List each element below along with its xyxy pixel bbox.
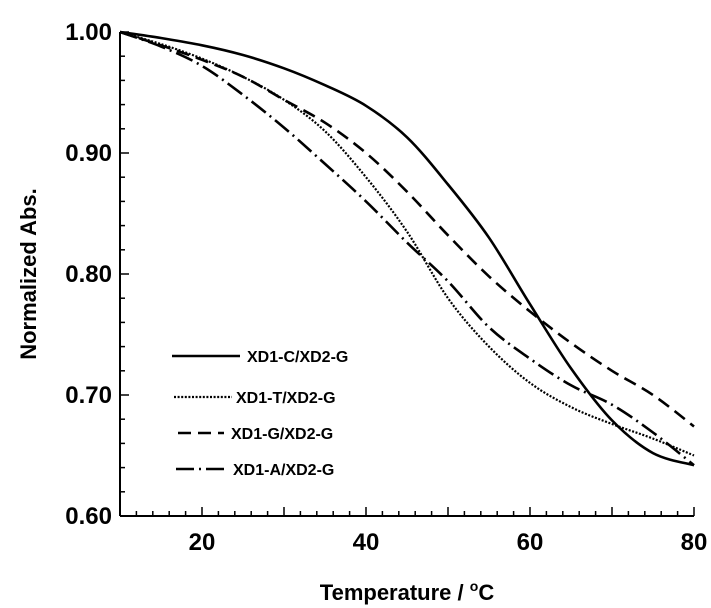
- x-axis-title-sup: o: [470, 578, 479, 594]
- axes: [119, 32, 694, 517]
- ticks: [119, 31, 695, 517]
- x-tick-label: 40: [353, 529, 380, 556]
- y-tick-label: 0.80: [65, 261, 112, 288]
- series-line-1: [119, 30, 695, 467]
- legend-label-1: XD1-C/XD2-G: [247, 349, 348, 366]
- x-axis-title: Temperature / oC: [320, 578, 495, 605]
- series-line-3: [119, 30, 695, 428]
- x-tick-label: 80: [681, 529, 708, 556]
- y-axis-title: Normalized Abs.: [16, 188, 41, 360]
- series-group: [119, 30, 695, 467]
- x-axis-title-unit: C: [478, 580, 494, 605]
- tick-labels: 20 40 60 80 1.00 0.90 0.80 0.70 0.60: [65, 19, 707, 556]
- series-line-4: [119, 30, 695, 467]
- y-tick-label: 0.90: [65, 140, 112, 167]
- legend-label-3: XD1-G/XD2-G: [231, 426, 333, 443]
- y-tick-label: 0.60: [65, 503, 112, 530]
- x-tick-label: 60: [517, 529, 544, 556]
- legend-label-2: XD1-T/XD2-G: [236, 390, 336, 407]
- legend: XD1-C/XD2-G XD1-T/XD2-G XD1-G/XD2-G XD1-A/X…: [172, 349, 348, 479]
- legend-label-4: XD1-A/XD2-G: [233, 462, 334, 479]
- y-tick-label: 1.00: [65, 19, 112, 46]
- x-tick-label: 20: [189, 529, 216, 556]
- x-axis-title-text: Temperature /: [320, 580, 470, 605]
- y-tick-label: 0.70: [65, 382, 112, 409]
